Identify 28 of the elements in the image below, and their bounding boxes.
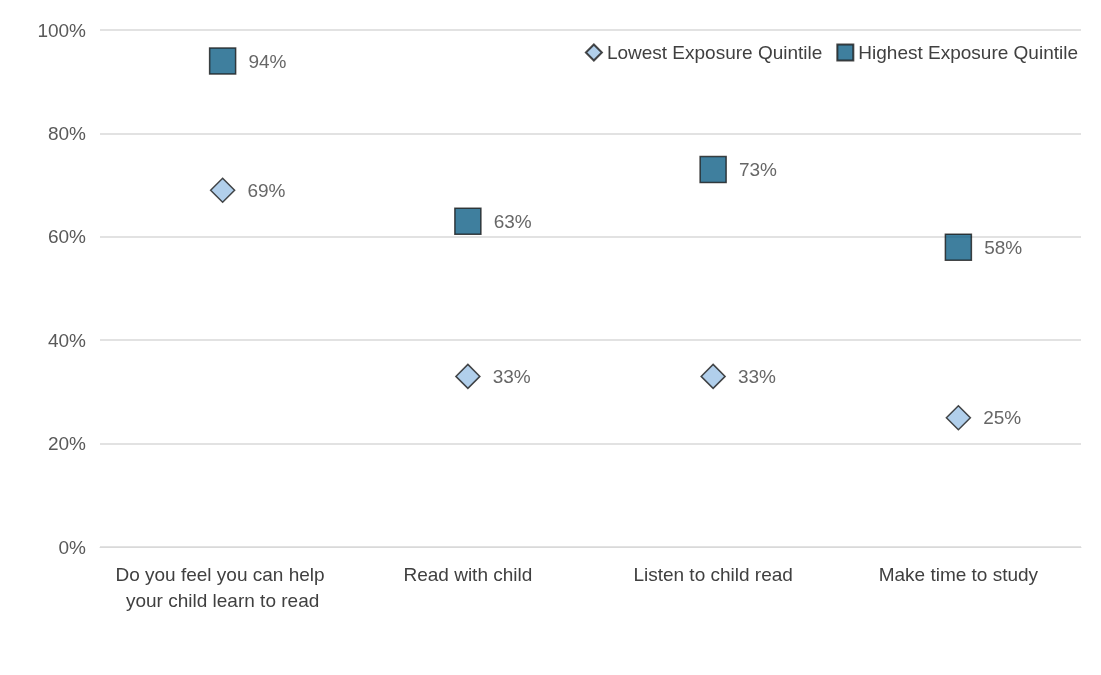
x-tick-label: Do you feel you can help your child learn to read xyxy=(115,563,330,611)
point xyxy=(455,363,481,390)
point xyxy=(208,47,237,75)
point xyxy=(944,233,973,261)
point xyxy=(699,155,727,184)
y-tick-label: 80% xyxy=(47,122,87,144)
data-label: 58% xyxy=(984,236,1023,258)
data-label: 63% xyxy=(493,210,532,232)
data-label: 33% xyxy=(737,365,777,387)
data-label: 33% xyxy=(492,365,531,387)
y-tick-label: 20% xyxy=(47,433,87,455)
data-label: 25% xyxy=(983,407,1022,429)
x-tick-label: Read with child xyxy=(403,563,533,585)
x-tick-label: Listen to child read xyxy=(633,563,793,585)
y-tick-label: 100% xyxy=(37,19,87,41)
data-label: 73% xyxy=(738,159,778,181)
legend-label: Highest Exposure Quintile xyxy=(858,42,1078,63)
point xyxy=(209,177,236,204)
point xyxy=(454,207,482,236)
point xyxy=(700,363,726,390)
legend-label: Lowest Exposure Quintile xyxy=(606,42,823,63)
data-label: 69% xyxy=(247,179,286,201)
point xyxy=(945,405,972,431)
y-tick-label: 40% xyxy=(47,329,87,351)
data-label: 94% xyxy=(248,50,287,72)
y-tick-label: 0% xyxy=(58,536,87,558)
x-tick-label: Make time to study xyxy=(878,563,1039,585)
y-tick-label: 60% xyxy=(47,226,87,248)
